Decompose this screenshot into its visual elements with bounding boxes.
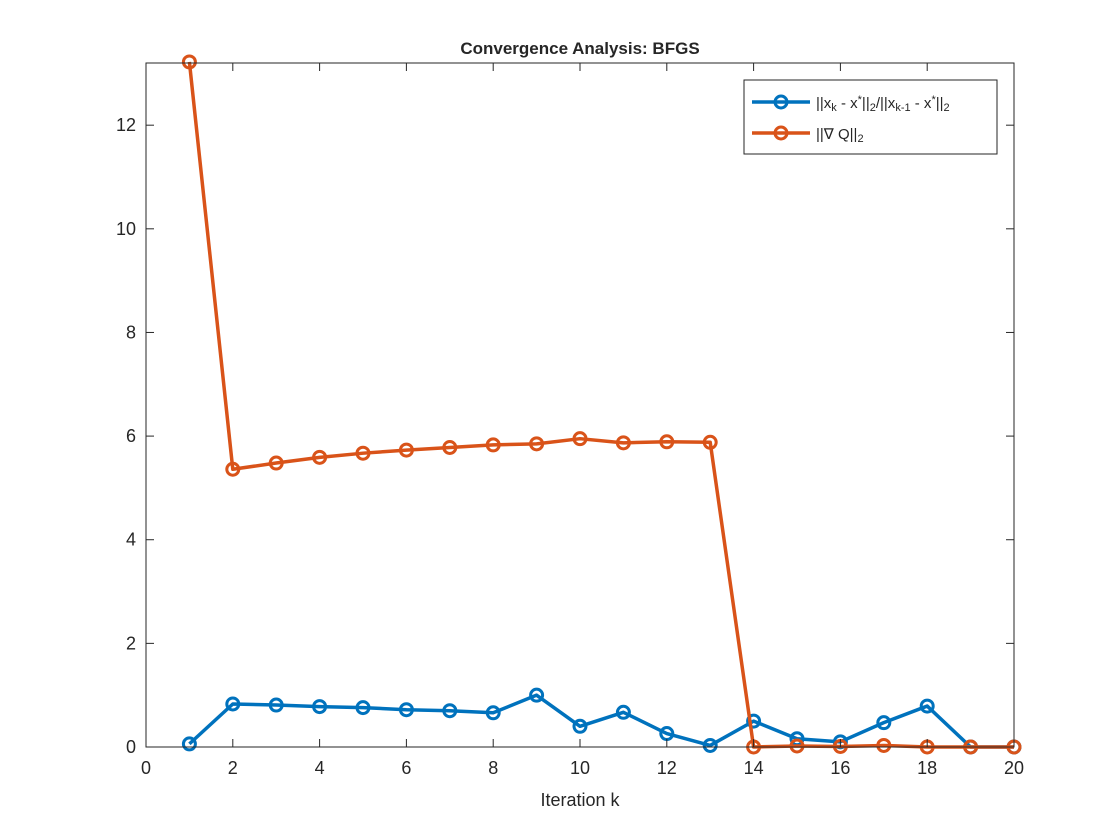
data-point [615, 704, 631, 720]
data-point [485, 705, 501, 721]
data-point [702, 737, 718, 753]
data-point [702, 434, 718, 450]
x-axis-label: Iteration k [540, 790, 620, 810]
data-point [615, 435, 631, 451]
data-point [876, 737, 892, 753]
x-tick-label: 2 [228, 758, 238, 778]
legend-label: ||xk - x*||2/||xk-1 - x*||2 [816, 94, 950, 115]
data-point [355, 700, 371, 716]
x-tick-label: 14 [744, 758, 764, 778]
series-2 [181, 54, 1022, 755]
y-tick-label: 2 [126, 633, 136, 653]
data-point [919, 698, 935, 714]
data-point [572, 718, 588, 734]
y-tick-label: 0 [126, 737, 136, 757]
legend-label: ||∇ Q||2 [816, 126, 864, 145]
data-point [312, 449, 328, 465]
data-point [485, 437, 501, 453]
series-layer [181, 54, 1022, 755]
data-point [181, 736, 197, 752]
x-tick-label: 4 [315, 758, 325, 778]
legend-marker [773, 94, 789, 110]
data-point [268, 697, 284, 713]
data-point [529, 436, 545, 452]
legend-marker [773, 125, 789, 141]
data-point [789, 738, 805, 754]
data-point [442, 703, 458, 719]
data-point [225, 696, 241, 712]
legend-box [743, 79, 998, 155]
data-point [876, 715, 892, 731]
ticks-layer: 0 2 4 6 8 10 12 14 16 18 20 0 2 4 6 8 10 12 [116, 63, 1024, 778]
y-tick-label: 10 [116, 219, 136, 239]
data-point [181, 54, 197, 70]
data-point [398, 702, 414, 718]
legend-entry-1: ||xk - x*||2/||xk-1 - x*||2 [752, 94, 950, 115]
chart-title: Convergence Analysis: BFGS [460, 39, 699, 58]
legend-entry-2: ||∇ Q||2 [752, 125, 864, 145]
plot-area [146, 63, 1014, 747]
series-1 [181, 687, 1022, 755]
x-tick-label: 18 [917, 758, 937, 778]
x-tick-label: 0 [141, 758, 151, 778]
x-tick-label: 10 [570, 758, 590, 778]
data-point [529, 687, 545, 703]
x-tick-label: 8 [488, 758, 498, 778]
data-point [225, 461, 241, 477]
data-point [398, 442, 414, 458]
x-tick-label: 6 [401, 758, 411, 778]
data-point [659, 434, 675, 450]
legend: ||xk - x*||2/||xk-1 - x*||2 ||∇ Q||2 [743, 79, 998, 155]
data-point [268, 455, 284, 471]
y-tick-label: 8 [126, 322, 136, 342]
y-tick-label: 12 [116, 115, 136, 135]
data-point [572, 431, 588, 447]
y-tick-label: 4 [126, 530, 136, 550]
data-point [442, 439, 458, 455]
x-tick-label: 20 [1004, 758, 1024, 778]
x-tick-label: 16 [830, 758, 850, 778]
y-tick-label: 6 [126, 426, 136, 446]
data-point [355, 445, 371, 461]
data-point [312, 699, 328, 715]
x-tick-label: 12 [657, 758, 677, 778]
data-point [746, 713, 762, 729]
